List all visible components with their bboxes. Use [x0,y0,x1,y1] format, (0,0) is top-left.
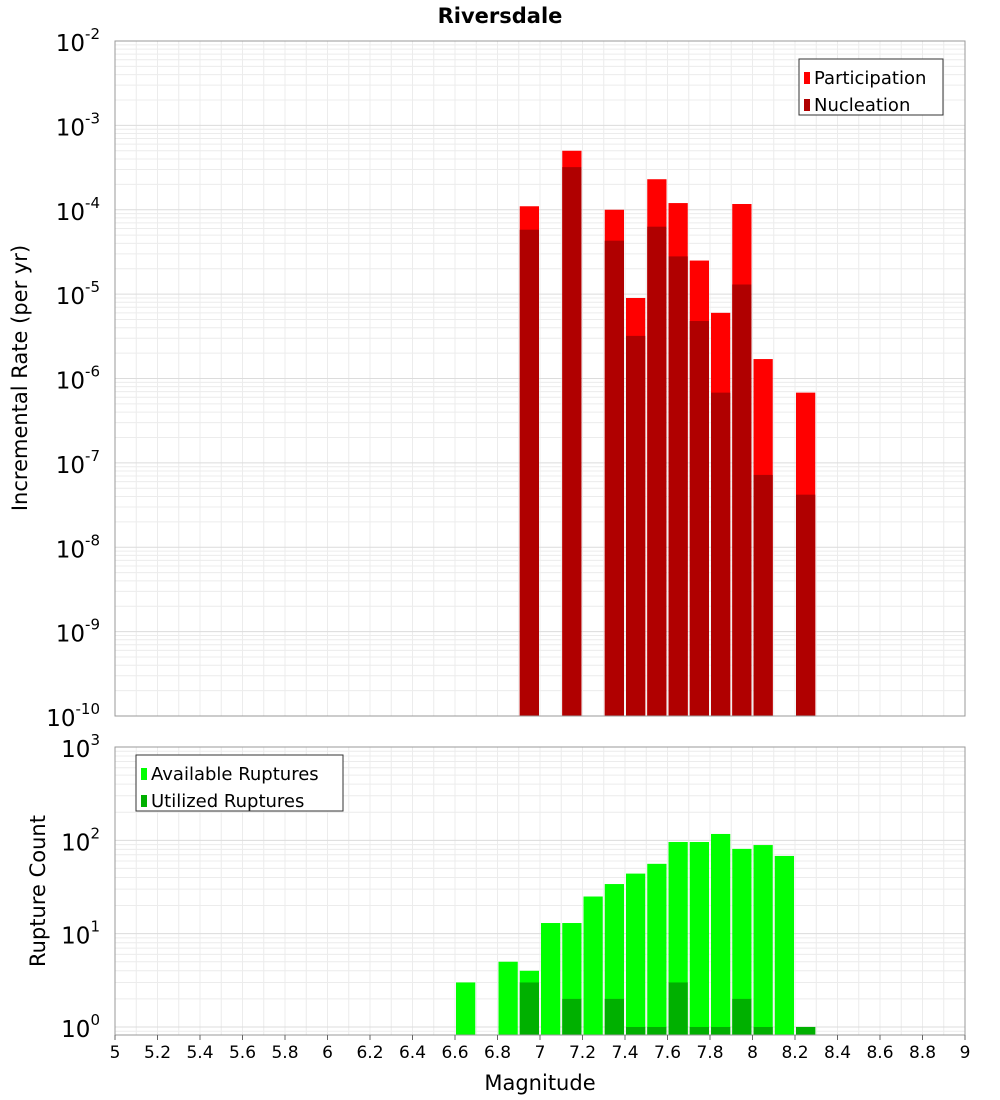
y-tick-label: 10-4 [56,194,100,226]
bar-utilized-ruptures [732,998,752,1035]
y-tick-label: 10-10 [46,700,100,732]
y-tick-label: 10-9 [56,616,100,648]
legend-swatch [141,795,147,807]
x-tick-label: 7.6 [654,1043,681,1063]
bar-available-ruptures [498,961,518,1035]
bar-nucleation [647,226,667,716]
legend: Participation Nucleation [798,58,944,116]
x-tick-label: 7.8 [696,1043,723,1063]
bar-nucleation [668,256,688,716]
y-tick-label: 10-7 [56,447,100,479]
x-tick-label: 8.6 [866,1043,893,1063]
bar-utilized-ruptures [519,982,539,1035]
bar-nucleation [732,284,752,716]
x-tick-label: 5.6 [229,1043,256,1063]
y-tick-label: 10-6 [56,363,100,395]
top-y-axis-label: Incremental Rate (per yr) [8,245,32,511]
x-tick-label: 6.6 [441,1043,468,1063]
x-tick-label: 8.8 [909,1043,936,1063]
bar-available-ruptures [689,841,709,1035]
bar-available-ruptures [732,848,752,1035]
y-tick-label: 102 [61,824,100,856]
bottom-plot: 103 102 101 100 5 5.2 5.4 5.6 5.8 6 6.2 6.4 6.6 6.8 7 7… [61,731,970,1063]
bar-utilized-ruptures [647,1026,667,1035]
y-tick-label: 10-2 [56,25,100,57]
legend-label: Available Ruptures [151,764,319,785]
bar-available-ruptures [456,982,476,1035]
x-tick-label: 9 [960,1043,971,1063]
bar-available-ruptures [604,884,624,1035]
x-tick-label: 7 [535,1043,546,1063]
bar-utilized-ruptures [796,1026,816,1035]
bar-nucleation [753,474,773,716]
x-tick-label: 6.4 [399,1043,426,1063]
x-tick-label: 5 [110,1043,121,1063]
bar-available-ruptures [583,896,603,1035]
bar-nucleation [796,494,816,716]
bar-utilized-ruptures [689,1026,709,1035]
x-tick-label: 6.8 [484,1043,511,1063]
x-tick-label: 7.2 [569,1043,596,1063]
chart-title: Riversdale [438,4,563,28]
x-tick-label: 8 [747,1043,758,1063]
y-tick-label: 101 [61,918,100,950]
y-tick-label: 100 [61,1011,100,1043]
legend-swatch [804,99,810,111]
y-tick-label: 103 [61,731,100,763]
bar-available-ruptures [647,863,667,1035]
bar-utilized-ruptures [626,1026,646,1035]
bar-utilized-ruptures [753,1026,773,1035]
legend-label: Utilized Ruptures [151,791,304,812]
y-tick-label: 10-5 [56,278,100,310]
bar-utilized-ruptures [711,1026,731,1035]
top-plot: 10-2 10-3 10-4 10-5 10-6 10-7 10-8 10-9 10-10 Par… [46,25,966,732]
y-tick-label: 10-3 [56,109,100,141]
bar-available-ruptures [711,833,731,1035]
bar-utilized-ruptures [604,998,624,1035]
y-tick-label: 10-8 [56,531,100,563]
bar-nucleation [562,167,582,716]
legend-swatch [141,768,147,780]
x-tick-label: 8.2 [781,1043,808,1063]
bottom-y-axis-label: Rupture Count [26,815,50,967]
x-tick-label: 6 [322,1043,333,1063]
bar-nucleation [711,392,731,716]
x-tick-label: 7.4 [611,1043,638,1063]
plot-border [114,40,966,717]
legend-swatch [804,72,810,84]
bar-nucleation [519,229,539,717]
legend: Available Ruptures Utilized Ruptures [135,754,344,812]
legend-box [135,754,344,812]
bar-available-ruptures [541,923,561,1035]
x-tick-label: 5.2 [144,1043,171,1063]
x-tick-label: 8.4 [824,1043,851,1063]
legend-label: Nucleation [814,95,910,116]
bar-nucleation [626,335,646,716]
bar-available-ruptures [626,873,646,1035]
bar-available-ruptures [774,855,794,1035]
x-axis-label: Magnitude [484,1071,595,1095]
bar-nucleation [604,240,624,717]
x-tick-label: 5.4 [186,1043,213,1063]
bar-utilized-ruptures [668,982,688,1035]
x-tick-label: 5.8 [271,1043,298,1063]
bar-utilized-ruptures [562,998,582,1035]
x-tick-label: 6.2 [356,1043,383,1063]
bar-nucleation [689,321,709,716]
legend-label: Participation [814,68,926,89]
bar-available-ruptures [753,845,773,1035]
legend-box [798,58,944,116]
